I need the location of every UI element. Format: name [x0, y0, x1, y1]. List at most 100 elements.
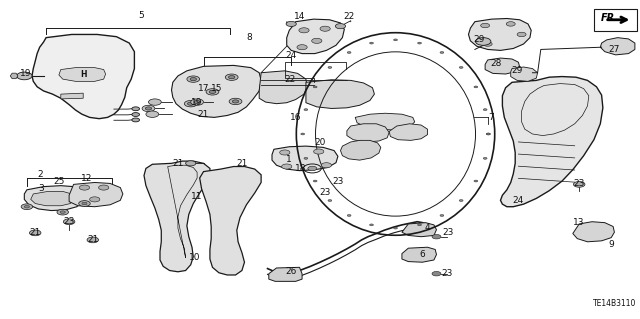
Polygon shape: [389, 124, 428, 140]
Polygon shape: [59, 68, 106, 81]
Circle shape: [187, 76, 200, 82]
Text: 12: 12: [81, 174, 92, 183]
Circle shape: [314, 149, 324, 154]
Text: 5: 5: [138, 11, 143, 20]
Polygon shape: [172, 65, 261, 117]
FancyBboxPatch shape: [594, 9, 637, 31]
Text: 18: 18: [295, 164, 307, 173]
Circle shape: [347, 214, 351, 216]
Circle shape: [313, 180, 317, 182]
Polygon shape: [144, 161, 210, 272]
Text: 27: 27: [609, 45, 620, 54]
Text: 7: 7: [489, 113, 494, 122]
Circle shape: [146, 111, 159, 117]
Circle shape: [194, 100, 200, 104]
Circle shape: [432, 271, 441, 276]
Text: 10: 10: [189, 253, 201, 262]
Polygon shape: [485, 58, 520, 74]
Circle shape: [320, 26, 330, 31]
Circle shape: [312, 38, 322, 43]
Circle shape: [369, 42, 373, 44]
Circle shape: [440, 214, 444, 216]
Circle shape: [440, 52, 444, 54]
Text: 20: 20: [314, 138, 326, 147]
Text: 14: 14: [294, 12, 305, 21]
Circle shape: [476, 38, 491, 45]
Circle shape: [301, 133, 305, 135]
Circle shape: [486, 133, 490, 135]
Circle shape: [228, 76, 235, 79]
Polygon shape: [69, 182, 123, 207]
Circle shape: [148, 99, 161, 105]
Polygon shape: [32, 34, 134, 119]
Polygon shape: [306, 80, 374, 108]
Circle shape: [232, 100, 239, 103]
Polygon shape: [269, 267, 302, 281]
Circle shape: [483, 109, 487, 111]
Text: FR.: FR.: [600, 12, 618, 23]
Circle shape: [573, 182, 585, 187]
Polygon shape: [402, 223, 436, 237]
Text: 15: 15: [211, 84, 222, 93]
Circle shape: [17, 72, 32, 80]
Circle shape: [299, 28, 309, 33]
Circle shape: [432, 234, 441, 239]
Polygon shape: [511, 67, 538, 81]
Circle shape: [483, 157, 487, 159]
Text: 19: 19: [20, 69, 31, 78]
Circle shape: [347, 52, 351, 54]
Circle shape: [191, 99, 204, 105]
Text: 23: 23: [332, 177, 344, 186]
Circle shape: [282, 164, 292, 169]
Text: 17: 17: [198, 84, 209, 93]
Text: 21: 21: [236, 159, 248, 168]
Circle shape: [304, 157, 308, 159]
Circle shape: [474, 86, 478, 88]
Circle shape: [132, 118, 140, 122]
Polygon shape: [259, 71, 307, 104]
Polygon shape: [10, 73, 18, 79]
Circle shape: [474, 180, 478, 182]
Text: 23: 23: [573, 179, 585, 188]
Circle shape: [486, 133, 490, 135]
Text: 22: 22: [284, 75, 296, 84]
Text: 1: 1: [287, 155, 292, 164]
Circle shape: [460, 66, 463, 68]
Circle shape: [313, 86, 317, 88]
Circle shape: [21, 204, 33, 210]
Circle shape: [394, 39, 397, 41]
Text: 16: 16: [290, 113, 301, 122]
Text: 23: 23: [319, 189, 331, 197]
Circle shape: [297, 45, 307, 50]
Polygon shape: [573, 222, 614, 242]
Circle shape: [132, 107, 140, 111]
Circle shape: [321, 163, 332, 168]
Text: 28: 28: [490, 59, 502, 68]
Circle shape: [506, 22, 515, 26]
Text: 23: 23: [63, 217, 75, 226]
Circle shape: [57, 209, 68, 215]
Text: TE14B3110: TE14B3110: [593, 299, 637, 308]
Text: 24: 24: [285, 51, 297, 60]
Circle shape: [394, 227, 397, 229]
Circle shape: [99, 185, 109, 190]
Text: 29: 29: [473, 35, 484, 44]
Text: H: H: [80, 70, 86, 79]
Polygon shape: [468, 19, 531, 50]
Circle shape: [286, 21, 296, 26]
Text: 21: 21: [198, 110, 209, 119]
Circle shape: [209, 90, 216, 93]
Text: 23: 23: [441, 269, 452, 278]
Circle shape: [132, 113, 140, 116]
Text: 29: 29: [511, 66, 523, 75]
Circle shape: [460, 200, 463, 202]
Circle shape: [90, 197, 100, 202]
Circle shape: [369, 224, 373, 226]
Circle shape: [188, 102, 194, 105]
Circle shape: [328, 66, 332, 68]
Text: 24: 24: [513, 196, 524, 205]
Circle shape: [481, 23, 490, 28]
Circle shape: [190, 78, 196, 81]
Circle shape: [308, 166, 317, 171]
Circle shape: [335, 24, 346, 29]
